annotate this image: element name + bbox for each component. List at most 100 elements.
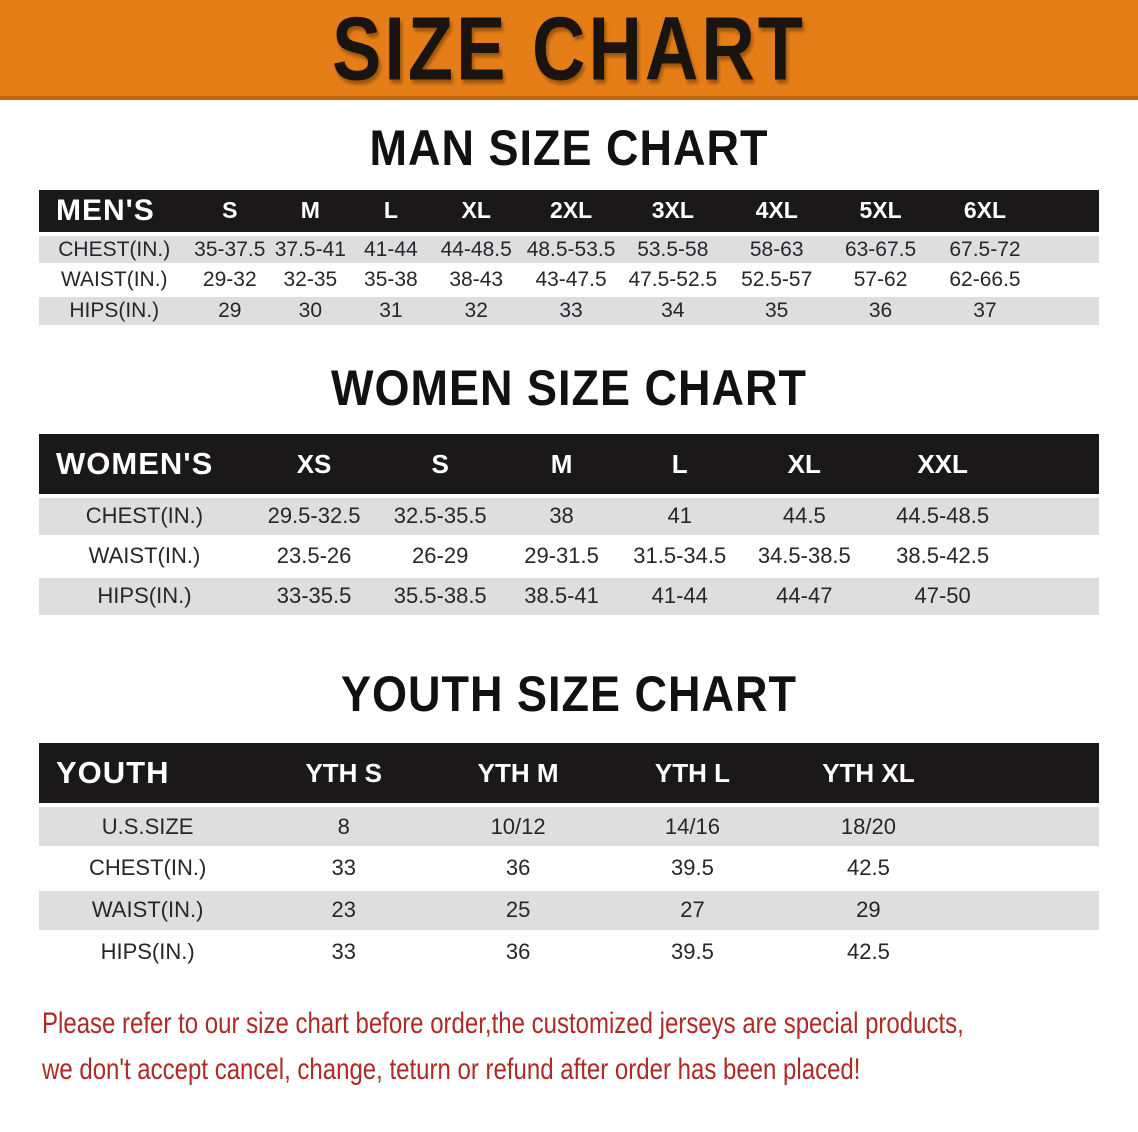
measurement-value-cell: 38 [502,496,621,538]
measurement-value-cell: 36 [828,295,933,329]
measurement-label-cell: HIPS(IN.) [39,576,250,618]
youth-size-table: YOUTH YTH S YTH M YTH L YTH XL U.S.SIZE 8 10/12… [39,743,1099,975]
measurement-value-cell: 10/12 [431,805,606,849]
measurement-value-cell: 41-44 [620,576,739,618]
disclaimer-line-1: Please refer to our size chart before or… [42,1006,964,1040]
measurement-value-cell: 31.5-34.5 [620,536,739,578]
measurement-value-cell: 62-66.5 [932,264,1038,298]
men-size-table: MEN'S S M L XL 2XL 3XL 4XL 5XL 6XL CHEST(IN.) 35-37… [39,189,1099,329]
table-title-cell: WOMEN'S [39,434,250,498]
spacer-cell [1037,264,1099,298]
size-column-header: M [270,189,351,236]
measurement-value-cell: 34.5-38.5 [738,536,871,578]
measurement-value-cell: 41-44 [350,233,432,267]
measurement-row: CHEST(IN.) 33 36 39.5 42.5 [39,847,1099,891]
measurement-value-cell: 41 [620,496,739,538]
measurement-value-cell: 39.5 [605,847,780,891]
measurement-value-cell: 38-43 [431,264,522,298]
measurement-value-cell: 32-35 [270,264,351,298]
measurement-value-cell: 43-47.5 [521,264,621,298]
spacer-cell [1015,434,1099,498]
measurement-value-cell: 32.5-35.5 [378,496,503,538]
measurement-label-cell: HIPS(IN.) [39,295,190,329]
measurement-label-cell: CHEST(IN.) [39,496,250,538]
size-chart-banner: SIZE CHART [0,0,1138,100]
size-column-header: 4XL [724,189,829,236]
table-title-cell: YOUTH [39,743,257,808]
spacer-cell [1037,233,1099,267]
measurement-value-cell: 38.5-42.5 [870,536,1016,578]
page-title: SIZE CHART [332,0,806,99]
size-column-header: L [350,189,432,236]
measurement-label-cell: WAIST(IN.) [39,264,190,298]
measurement-value-cell: 44-47 [738,576,871,618]
measurement-row: HIPS(IN.) 33 36 39.5 42.5 [39,931,1099,975]
measurement-row: HIPS(IN.) 33-35.5 35.5-38.5 38.5-41 41-44 44-… [39,576,1099,618]
measurement-value-cell: 53.5-58 [620,233,725,267]
size-column-header: YTH XL [779,743,957,808]
measurement-value-cell: 34 [620,295,725,329]
measurement-value-cell: 35-37.5 [189,233,271,267]
size-column-header: XL [738,434,871,498]
measurement-value-cell: 29 [189,295,271,329]
measurement-label-cell: HIPS(IN.) [39,931,257,975]
measurement-value-cell: 44-48.5 [431,233,522,267]
table-title-cell: MEN'S [39,189,190,236]
measurement-value-cell: 23 [256,889,432,933]
measurement-value-cell: 33-35.5 [249,576,379,618]
measurement-label-cell: U.S.SIZE [39,805,257,849]
measurement-label-cell: CHEST(IN.) [39,233,190,267]
measurement-value-cell: 26-29 [378,536,503,578]
measurement-row: WAIST(IN.) 23.5-26 26-29 29-31.5 31.5-34.5 34… [39,536,1099,578]
measurement-value-cell: 33 [521,295,621,329]
measurement-value-cell: 23.5-26 [249,536,379,578]
size-column-header: YTH M [431,743,606,808]
spacer-cell [956,889,1099,933]
size-table-header-row: MEN'S S M L XL 2XL 3XL 4XL 5XL 6XL [39,189,1099,236]
measurement-value-cell: 63-67.5 [828,233,933,267]
measurement-row: WAIST(IN.) 23 25 27 29 [39,889,1099,933]
size-table-header-row: WOMEN'S XS S M L XL XXL [39,434,1099,498]
measurement-value-cell: 36 [431,931,606,975]
measurement-value-cell: 29.5-32.5 [249,496,379,538]
size-column-header: M [502,434,621,498]
measurement-value-cell: 48.5-53.5 [521,233,621,267]
size-column-header: L [620,434,739,498]
measurement-value-cell: 38.5-41 [502,576,621,618]
measurement-value-cell: 31 [350,295,432,329]
size-column-header: 3XL [620,189,725,236]
measurement-value-cell: 37.5-41 [270,233,351,267]
disclaimer-line-2: we don't accept cancel, change, teturn o… [42,1052,861,1086]
spacer-cell [956,743,1099,808]
measurement-value-cell: 27 [605,889,780,933]
size-column-header: 2XL [521,189,621,236]
measurement-value-cell: 14/16 [605,805,780,849]
spacer-cell [1015,536,1099,578]
measurement-row: U.S.SIZE 8 10/12 14/16 18/20 [39,805,1099,849]
measurement-value-cell: 47.5-52.5 [620,264,725,298]
measurement-label-cell: WAIST(IN.) [39,536,250,578]
measurement-value-cell: 35.5-38.5 [378,576,503,618]
size-column-header: S [378,434,503,498]
measurement-value-cell: 35-38 [350,264,432,298]
measurement-value-cell: 33 [256,847,432,891]
women-section-heading: WOMEN SIZE CHART [331,359,807,417]
measurement-value-cell: 29-31.5 [502,536,621,578]
size-column-header: 5XL [828,189,933,236]
measurement-value-cell: 18/20 [779,805,957,849]
measurement-value-cell: 29 [779,889,957,933]
spacer-cell [956,931,1099,975]
measurement-value-cell: 37 [932,295,1038,329]
spacer-cell [1037,295,1099,329]
measurement-value-cell: 44.5-48.5 [870,496,1016,538]
youth-section-heading: YOUTH SIZE CHART [340,664,797,722]
measurement-value-cell: 36 [431,847,606,891]
measurement-value-cell: 44.5 [738,496,871,538]
spacer-cell [956,805,1099,849]
size-chart-page: SIZE CHART MAN SIZE CHART MEN'S S M L XL 2XL 3… [0,0,1138,1086]
measurement-row: HIPS(IN.) 29 30 31 32 33 34 35 36 37 [39,295,1099,329]
size-column-header: S [189,189,271,236]
size-column-header: YTH S [256,743,432,808]
measurement-value-cell: 29-32 [189,264,271,298]
measurement-value-cell: 47-50 [870,576,1016,618]
